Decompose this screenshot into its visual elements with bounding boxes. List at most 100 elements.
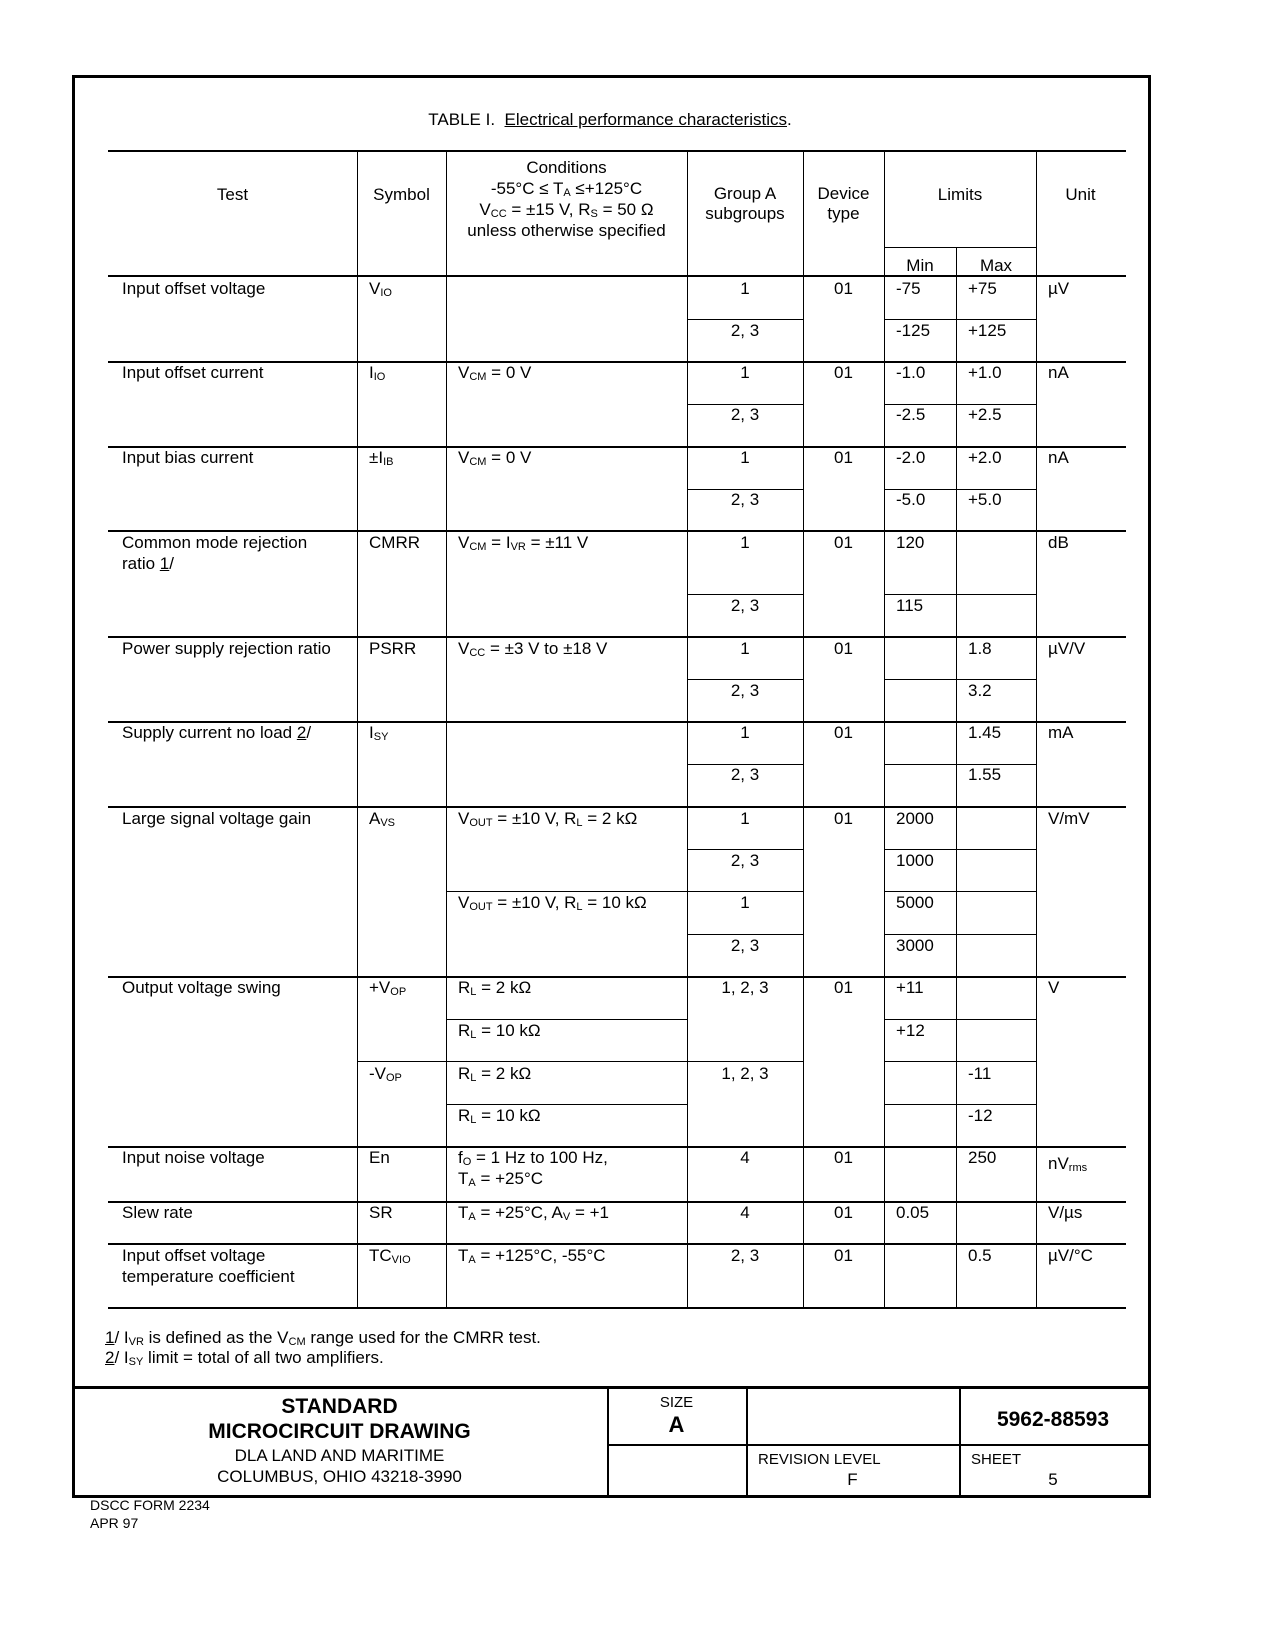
text-line: 0.05 xyxy=(896,1203,930,1222)
rule-line xyxy=(108,275,1126,277)
header-group-line: Group A xyxy=(713,184,777,203)
text-line: TA = +25°C xyxy=(458,1168,608,1189)
text-segment: = ±3 V to ±18 V xyxy=(485,639,608,658)
size-value: A xyxy=(668,1412,685,1437)
text-segment: R xyxy=(458,978,471,997)
subscript: S xyxy=(590,208,598,220)
text-line: V/mV xyxy=(1048,809,1090,828)
header-test: Test xyxy=(216,185,249,204)
title-prefix: TABLE I. xyxy=(428,110,496,129)
rule-line xyxy=(884,1104,956,1105)
text-line: nVrms xyxy=(1048,1153,1087,1174)
cond-cell: RL = 10 kΩ xyxy=(458,1020,541,1041)
rule-line xyxy=(607,1388,609,1496)
subscript: VR xyxy=(128,1336,144,1348)
text-segment: = 2 kΩ xyxy=(582,809,638,828)
text-line: unless otherwise specified xyxy=(467,221,666,240)
cond-cell: TA = +125°C, -55°C xyxy=(458,1245,606,1266)
text-line: +11 xyxy=(896,978,924,997)
rule-line xyxy=(687,849,803,850)
text-line: Input offset voltage xyxy=(122,279,266,298)
text-line: 2, 3 xyxy=(730,1246,760,1265)
text-line: PSRR xyxy=(369,639,417,658)
rule-line xyxy=(956,891,1036,892)
min-cell: -5.0 xyxy=(896,489,925,510)
rule-line xyxy=(446,891,687,892)
text-line: Power supply rejection ratio xyxy=(122,639,331,658)
text-line: Large signal voltage gain xyxy=(122,809,312,828)
test-name: Output voltage swing xyxy=(122,977,281,998)
cond-cell: VOUT = ±10 V, RL = 10 kΩ xyxy=(458,892,647,913)
text-segment: Supply current no load xyxy=(122,723,297,742)
subscript: OUT xyxy=(469,901,493,913)
unit-cell: nVrms xyxy=(1048,1153,1087,1174)
text-line: 1, 2, 3 xyxy=(721,1064,769,1083)
text-line: 2, 3 xyxy=(730,321,760,340)
max-cell: 0.5 xyxy=(968,1245,992,1266)
device-cell: 01 xyxy=(803,808,884,829)
rule-line xyxy=(108,721,1126,723)
rule-line xyxy=(956,1104,1036,1105)
subscript: A xyxy=(468,1177,476,1189)
header-group-line: subgroups xyxy=(705,204,785,223)
text-line: Input offset current xyxy=(122,363,264,382)
text-line: 3000 xyxy=(896,936,934,955)
header-conditions: Conditions -55°C ≤ TA ≤+125°C VCC = ±15 V,… xyxy=(446,157,687,241)
subscript: CC xyxy=(490,208,507,220)
group-cell: 1 xyxy=(687,638,803,659)
text-line: Output voltage swing xyxy=(122,978,281,997)
subscript: A xyxy=(563,187,571,199)
subscript: L xyxy=(470,1072,477,1084)
text-line: 2, 3 xyxy=(730,936,760,955)
text-line: 1, 2, 3 xyxy=(721,978,769,997)
text-segment: = I xyxy=(486,533,511,552)
rule-line xyxy=(446,150,447,1307)
text-line: dB xyxy=(1048,533,1069,552)
text-line: 1 xyxy=(740,448,750,467)
rule-line xyxy=(884,679,956,680)
text-line: 1 xyxy=(740,533,750,552)
subscript: IO xyxy=(380,287,392,299)
text-segment: ±I xyxy=(369,448,384,467)
subscript: A xyxy=(468,1254,476,1266)
text-line: RL = 10 kΩ xyxy=(458,1020,541,1041)
sheet-label: SHEET xyxy=(971,1451,1022,1468)
cond-cell: fO = 1 Hz to 100 Hz, TA = +25°C xyxy=(458,1147,608,1189)
rule-line xyxy=(884,150,885,1307)
subscript: SY xyxy=(373,731,389,743)
text-segment: R xyxy=(458,1021,471,1040)
text-line: RL = 2 kΩ xyxy=(458,1063,531,1084)
rule-line xyxy=(687,489,803,490)
max-cell: -11 xyxy=(968,1063,991,1084)
subscript: L xyxy=(470,1029,477,1041)
rule-line xyxy=(446,1061,687,1062)
cond-cell: VCM = 0 V xyxy=(458,447,531,468)
rule-line xyxy=(959,1388,961,1496)
text-segment: ratio xyxy=(122,554,160,573)
rule-line xyxy=(884,489,956,490)
text-segment: nV xyxy=(1048,1154,1069,1173)
text-line: VIO xyxy=(369,278,392,299)
title-block-line2: MICROCIRCUIT DRAWING xyxy=(208,1420,471,1443)
text-line: 1.8 xyxy=(968,639,992,658)
title-block-heading: STANDARD MICROCIRCUIT DRAWING xyxy=(72,1394,607,1444)
device-cell: 01 xyxy=(803,638,884,659)
rule-line xyxy=(687,404,803,405)
group-cell: 1 xyxy=(687,808,803,829)
subscript: L xyxy=(470,1114,477,1126)
device-cell: 01 xyxy=(803,447,884,468)
rule-line xyxy=(884,594,956,595)
text-segment: / xyxy=(306,723,312,742)
max-cell: +2.0 xyxy=(968,447,1002,468)
text-line: 1 xyxy=(740,723,750,742)
text-segment: = ±10 V, R xyxy=(492,893,577,912)
text-line: 2, 3 xyxy=(730,490,760,509)
header-max: Max xyxy=(979,256,1013,275)
unit-cell: µV/°C xyxy=(1048,1245,1093,1266)
symbol-cell: -VOP xyxy=(369,1063,402,1084)
revision-value: F xyxy=(847,1470,858,1489)
cond-cell: VCC = ±3 V to ±18 V xyxy=(458,638,607,659)
test-name: Large signal voltage gain xyxy=(122,808,311,829)
min-cell: -2.5 xyxy=(896,404,925,425)
rule-line xyxy=(357,150,358,1307)
